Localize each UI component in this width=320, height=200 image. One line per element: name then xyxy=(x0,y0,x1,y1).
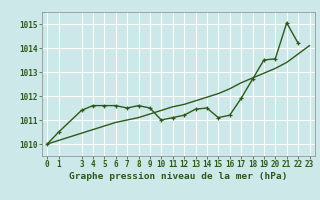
X-axis label: Graphe pression niveau de la mer (hPa): Graphe pression niveau de la mer (hPa) xyxy=(69,172,288,181)
